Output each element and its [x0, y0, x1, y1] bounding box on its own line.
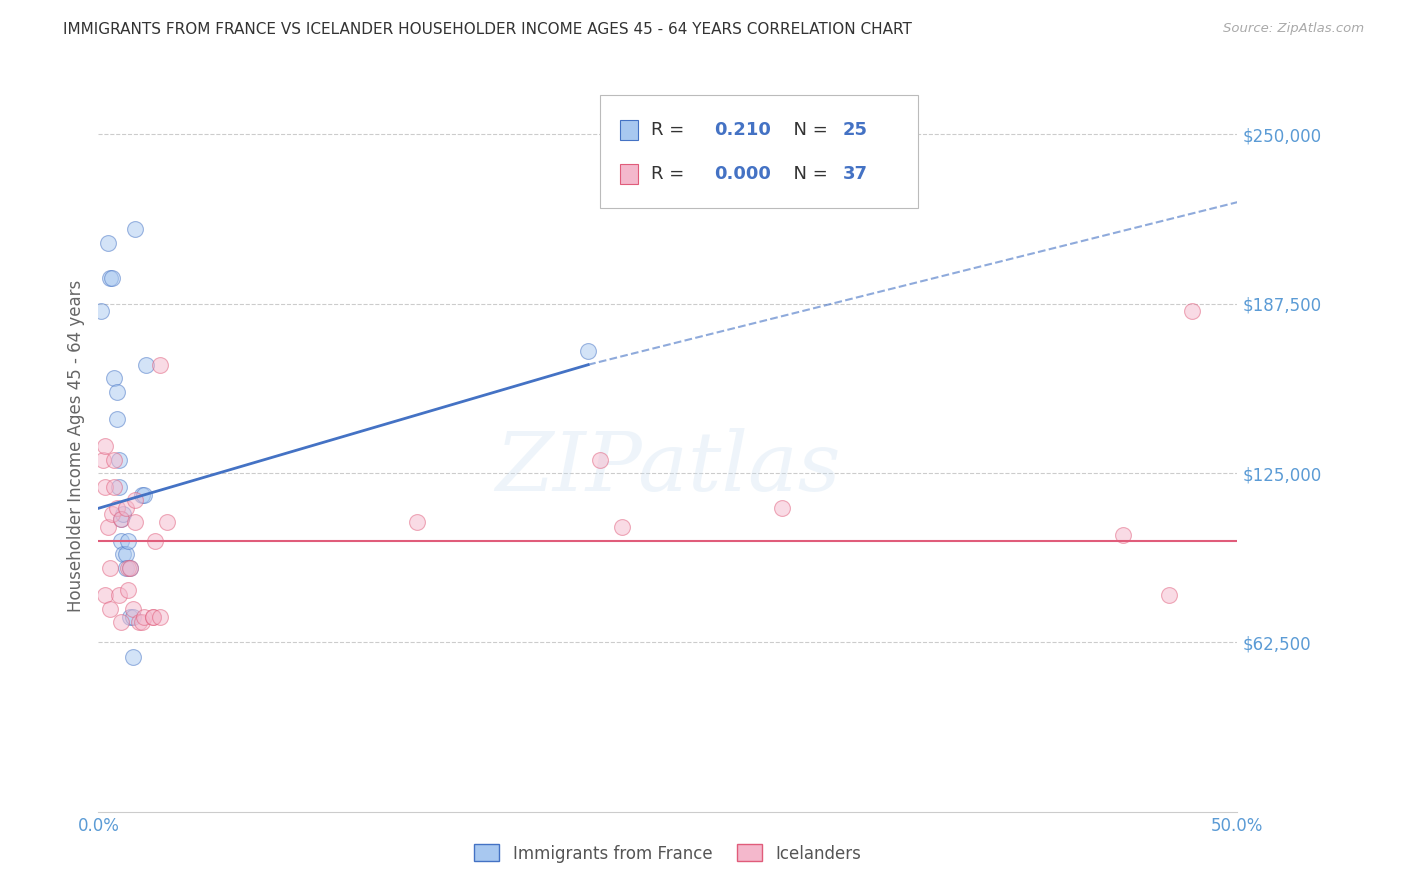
Text: N =: N =: [782, 121, 834, 139]
Point: [128, 615, 150, 629]
Point: [94, 439, 117, 453]
Point: [135, 358, 157, 372]
Point: [149, 609, 172, 624]
Point: [120, 561, 142, 575]
Point: [149, 358, 172, 372]
Text: R =: R =: [651, 121, 690, 139]
Point: [96, 235, 118, 250]
Point: [124, 222, 146, 236]
Point: [101, 507, 124, 521]
Point: [90, 303, 112, 318]
Point: [105, 501, 128, 516]
Text: IMMIGRANTS FROM FRANCE VS ICELANDER HOUSEHOLDER INCOME AGES 45 - 64 YEARS CORREL: IMMIGRANTS FROM FRANCE VS ICELANDER HOUS…: [63, 22, 912, 37]
Point: [108, 452, 131, 467]
Point: [132, 488, 155, 502]
Point: [1112, 528, 1135, 542]
FancyBboxPatch shape: [599, 95, 918, 209]
Point: [110, 615, 132, 629]
Point: [131, 615, 153, 629]
Point: [576, 344, 599, 359]
Point: [110, 512, 132, 526]
Point: [101, 271, 124, 285]
Point: [103, 480, 125, 494]
Text: 37: 37: [842, 165, 868, 183]
Point: [1181, 303, 1204, 318]
Point: [124, 493, 146, 508]
Point: [110, 512, 132, 526]
Point: [105, 412, 128, 426]
Bar: [620, 163, 637, 184]
Point: [121, 650, 143, 665]
Point: [112, 507, 135, 521]
Point: [131, 488, 153, 502]
Point: [121, 609, 143, 624]
Point: [108, 480, 131, 494]
Point: [112, 547, 135, 561]
Point: [117, 582, 139, 597]
Point: [103, 371, 125, 385]
Text: 0.000: 0.000: [714, 165, 770, 183]
Point: [142, 609, 165, 624]
Point: [94, 480, 117, 494]
Bar: [620, 120, 637, 140]
Point: [406, 515, 429, 529]
Point: [117, 533, 139, 548]
Point: [114, 561, 136, 575]
Point: [120, 561, 142, 575]
Point: [98, 271, 121, 285]
Point: [94, 588, 117, 602]
Point: [117, 561, 139, 575]
Text: ZIPatlas: ZIPatlas: [495, 428, 841, 508]
Text: R =: R =: [651, 165, 690, 183]
Point: [156, 515, 179, 529]
Point: [145, 533, 167, 548]
Point: [114, 501, 136, 516]
Point: [114, 547, 136, 561]
Y-axis label: Householder Income Ages 45 - 64 years: Householder Income Ages 45 - 64 years: [66, 280, 84, 612]
Point: [124, 515, 146, 529]
Point: [91, 452, 114, 467]
Point: [103, 452, 125, 467]
Text: 0.210: 0.210: [714, 121, 770, 139]
Text: 25: 25: [842, 121, 868, 139]
Legend: Immigrants from France, Icelanders: Immigrants from France, Icelanders: [468, 838, 868, 869]
Point: [142, 609, 165, 624]
Point: [612, 520, 634, 534]
Point: [121, 601, 143, 615]
Point: [120, 609, 142, 624]
Point: [96, 520, 118, 534]
Point: [98, 561, 121, 575]
Point: [110, 533, 132, 548]
Point: [132, 609, 155, 624]
Point: [1157, 588, 1180, 602]
Point: [108, 588, 131, 602]
Point: [770, 501, 793, 516]
Point: [98, 601, 121, 615]
Text: Source: ZipAtlas.com: Source: ZipAtlas.com: [1223, 22, 1364, 36]
Point: [105, 384, 128, 399]
Text: N =: N =: [782, 165, 834, 183]
Point: [588, 452, 610, 467]
